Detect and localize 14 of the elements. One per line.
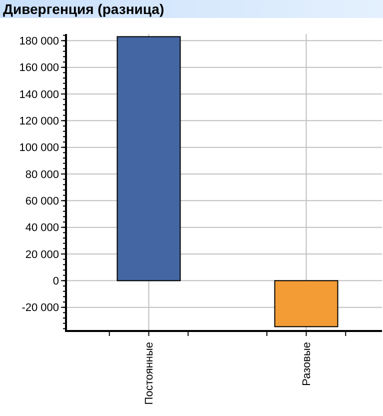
y-tick-label: 80 000 [25, 168, 59, 181]
y-tick-label: 60 000 [25, 196, 59, 208]
y-tick-label: 140 000 [19, 88, 59, 101]
x-tick-label: Разовые [301, 342, 314, 386]
y-tick-label: 120 000 [19, 116, 59, 128]
y-tick-label: 180 000 [19, 36, 59, 48]
y-tick-label: 20 000 [25, 248, 59, 261]
y-tick-label: 40 000 [25, 222, 59, 234]
y-tick-label: 0 [52, 276, 59, 288]
y-tick-label: -20 000 [22, 302, 59, 314]
y-tick-label: 160 000 [19, 62, 59, 74]
y-tick-label: 100 000 [19, 142, 59, 154]
x-tick-label: Постоянные [144, 342, 156, 405]
chart-title: Дивергенция (разница) [3, 1, 164, 17]
